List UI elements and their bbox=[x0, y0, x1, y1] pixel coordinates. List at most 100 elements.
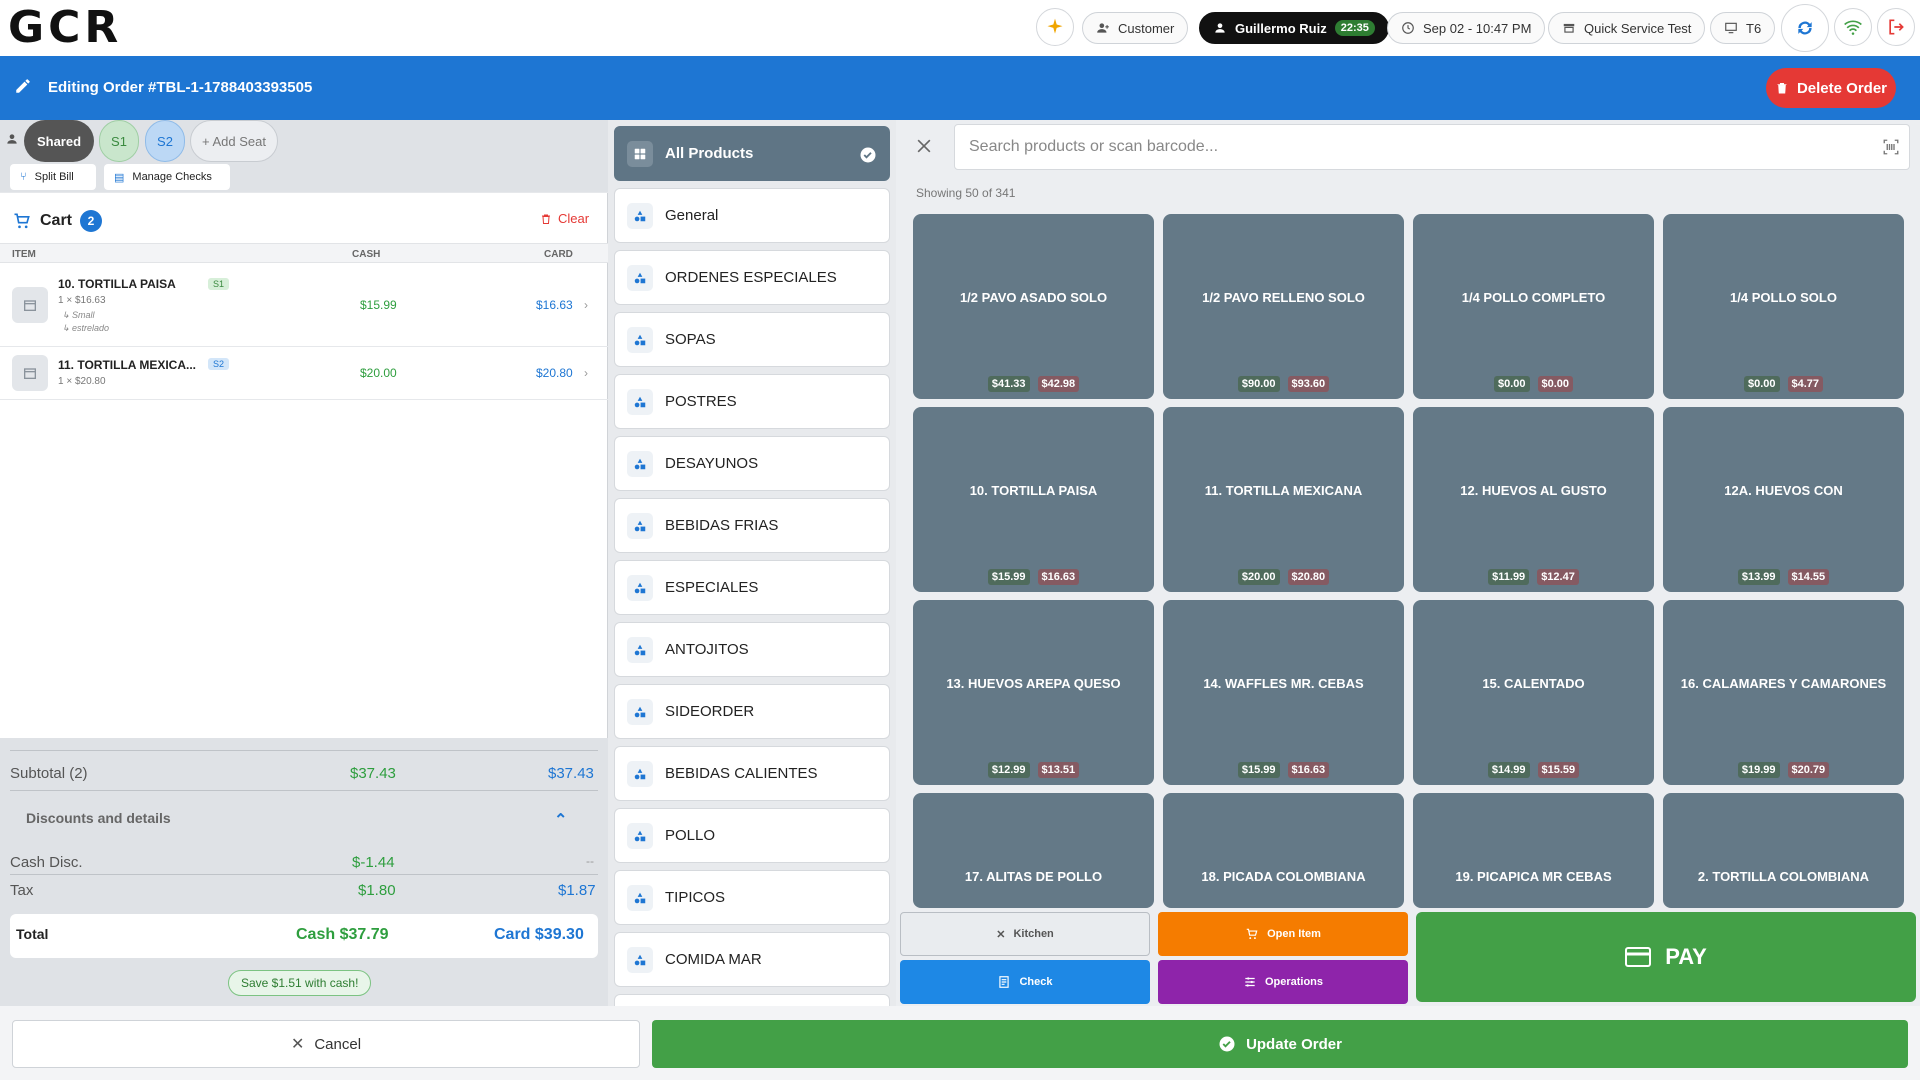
product-tile[interactable]: 13. HUEVOS AREPA QUESO $12.99 $13.51 bbox=[913, 600, 1154, 785]
item-qty: 1 × $16.63 bbox=[58, 295, 106, 306]
kitchen-button[interactable]: ✕ Kitchen bbox=[900, 912, 1150, 956]
seat-shared[interactable]: Shared bbox=[24, 120, 94, 162]
category-general[interactable]: General bbox=[614, 188, 890, 243]
product-name: 1/2 PAVO ASADO SOLO bbox=[959, 290, 1108, 305]
delete-order-button[interactable]: Delete Order bbox=[1766, 68, 1896, 108]
category-label: TIPICOS bbox=[665, 889, 726, 906]
category-tipicos[interactable]: TIPICOS bbox=[614, 870, 890, 925]
category-ordenes-especiales[interactable]: ORDENES ESPECIALES bbox=[614, 250, 890, 305]
shapes-icon bbox=[627, 947, 653, 973]
datetime-button[interactable]: Sep 02 - 10:47 PM bbox=[1387, 12, 1546, 44]
tax-card: $1.87 bbox=[558, 882, 596, 899]
manage-checks-button[interactable]: ▤ Manage Checks bbox=[104, 164, 230, 190]
category-more[interactable] bbox=[614, 994, 890, 1006]
split-bill-label: Split Bill bbox=[34, 171, 74, 183]
cash-disc-label: Cash Disc. bbox=[10, 854, 83, 871]
product-prices: $11.99 $12.47 bbox=[1413, 569, 1654, 585]
open-item-button[interactable]: Open Item bbox=[1158, 912, 1408, 956]
product-tile[interactable]: 1/2 PAVO ASADO SOLO $41.33 $42.98 bbox=[913, 214, 1154, 399]
seat-s2[interactable]: S2 bbox=[145, 120, 185, 162]
barcode-icon[interactable] bbox=[1882, 138, 1900, 156]
cancel-button[interactable]: ✕ Cancel bbox=[12, 1020, 640, 1068]
terminal-button[interactable]: T6 bbox=[1710, 12, 1776, 44]
close-icon[interactable] bbox=[914, 136, 934, 156]
product-tile[interactable]: 12A. HUEVOS CON $13.99 $14.55 bbox=[1663, 407, 1904, 592]
product-tile[interactable]: 15. CALENTADO $14.99 $15.59 bbox=[1413, 600, 1654, 785]
category-pollo[interactable]: POLLO bbox=[614, 808, 890, 863]
split-icon: ⑂ bbox=[20, 171, 27, 183]
item-thumbnail-icon bbox=[12, 355, 48, 391]
product-tile[interactable]: 1/4 POLLO COMPLETO $0.00 $0.00 bbox=[1413, 214, 1654, 399]
mode-label: Quick Service Test bbox=[1584, 20, 1692, 36]
product-tile[interactable]: 19. PICAPICA MR CEBAS bbox=[1413, 793, 1654, 908]
divider bbox=[10, 750, 598, 751]
product-prices: $19.99 $20.79 bbox=[1663, 762, 1904, 778]
check-button[interactable]: Check bbox=[900, 960, 1150, 1004]
category-bebidas-calientes[interactable]: BEBIDAS CALIENTES bbox=[614, 746, 890, 801]
product-tile[interactable]: 11. TORTILLA MEXICANA $20.00 $20.80 bbox=[1163, 407, 1404, 592]
seat-s1[interactable]: S1 bbox=[99, 120, 139, 162]
product-tile[interactable]: 1/4 POLLO SOLO $0.00 $4.77 bbox=[1663, 214, 1904, 399]
store-icon bbox=[1563, 23, 1575, 33]
cart-item-row[interactable]: 11. TORTILLA MEXICA... S2 1 × $20.80 $20… bbox=[0, 347, 608, 400]
product-tile[interactable]: 2. TORTILLA COLOMBIANA bbox=[1663, 793, 1904, 908]
product-name: 15. CALENTADO bbox=[1482, 676, 1585, 691]
shapes-icon bbox=[627, 885, 653, 911]
product-tile[interactable]: 10. TORTILLA PAISA $15.99 $16.63 bbox=[913, 407, 1154, 592]
add-seat-button[interactable]: + Add Seat bbox=[190, 120, 278, 162]
product-name: 14. WAFFLES MR. CEBAS bbox=[1203, 676, 1364, 691]
product-tile[interactable]: 17. ALITAS DE POLLO bbox=[913, 793, 1154, 908]
shapes-icon bbox=[627, 389, 653, 415]
person-icon bbox=[1215, 23, 1225, 33]
receipt-icon bbox=[999, 976, 1010, 988]
item-modifier: ↳ Small bbox=[62, 310, 95, 320]
sync-button[interactable] bbox=[1781, 4, 1829, 52]
product-tile[interactable]: 16. CALAMARES Y CAMARONES $19.99 $20.79 bbox=[1663, 600, 1904, 785]
close-icon: ✕ bbox=[290, 1036, 305, 1053]
product-card-price: $12.47 bbox=[1537, 569, 1579, 585]
tax-label: Tax bbox=[10, 882, 34, 899]
category-postres[interactable]: POSTRES bbox=[614, 374, 890, 429]
cart-count-badge: 2 bbox=[80, 210, 103, 232]
sync-icon bbox=[1798, 21, 1812, 35]
total-cash: Cash $37.79 bbox=[296, 926, 389, 943]
customer-button[interactable]: Customer bbox=[1082, 12, 1189, 44]
seat-person-icon bbox=[7, 134, 17, 144]
logout-button[interactable] bbox=[1877, 8, 1915, 46]
clear-cart-button[interactable]: Clear bbox=[540, 211, 589, 226]
cart-item-row[interactable]: 10. TORTILLA PAISA S1 1 × $16.63 ↳ Small… bbox=[0, 263, 608, 347]
item-card-price: $20.80 bbox=[536, 366, 573, 380]
category-sopas[interactable]: SOPAS bbox=[614, 312, 890, 367]
mode-button[interactable]: Quick Service Test bbox=[1548, 12, 1706, 44]
category-desayunos[interactable]: DESAYUNOS bbox=[614, 436, 890, 491]
category-bebidas-frias[interactable]: BEBIDAS FRIAS bbox=[614, 498, 890, 553]
ai-assistant-button[interactable] bbox=[1036, 8, 1074, 46]
product-card-price: $16.63 bbox=[1287, 762, 1330, 778]
cart-header: Cart 2 bbox=[12, 210, 103, 232]
item-qty: 1 × $20.80 bbox=[58, 376, 106, 387]
update-order-button[interactable]: Update Order bbox=[652, 1020, 1908, 1068]
cash-discount-row: Cash Disc. $-1.44 -- bbox=[10, 854, 598, 874]
category-comida-mar[interactable]: COMIDA MAR bbox=[614, 932, 890, 987]
pay-button[interactable]: PAY bbox=[1416, 912, 1916, 1002]
shapes-icon bbox=[627, 451, 653, 477]
product-tile[interactable]: 14. WAFFLES MR. CEBAS $15.99 $16.63 bbox=[1163, 600, 1404, 785]
app-logo: GCR bbox=[8, 2, 123, 53]
product-tile[interactable]: 18. PICADA COLOMBIANA bbox=[1163, 793, 1404, 908]
trash-icon bbox=[542, 214, 550, 224]
wifi-status-button[interactable] bbox=[1834, 8, 1872, 46]
product-tile[interactable]: 12. HUEVOS AL GUSTO $11.99 $12.47 bbox=[1413, 407, 1654, 592]
item-cash-price: $20.00 bbox=[360, 366, 397, 380]
operations-button[interactable]: Operations bbox=[1158, 960, 1408, 1004]
split-bill-button[interactable]: ⑂ Split Bill bbox=[10, 164, 96, 190]
user-button[interactable]: Guillermo Ruiz 22:35 bbox=[1199, 12, 1389, 44]
product-tile[interactable]: 1/2 PAVO RELLENO SOLO $90.00 $93.60 bbox=[1163, 214, 1404, 399]
operations-label: Operations bbox=[1264, 976, 1324, 988]
category-especiales[interactable]: ESPECIALES bbox=[614, 560, 890, 615]
category-antojitos[interactable]: ANTOJITOS bbox=[614, 622, 890, 677]
search-input[interactable]: Search products or scan barcode... bbox=[954, 124, 1910, 170]
category-sideorder[interactable]: SIDEORDER bbox=[614, 684, 890, 739]
category-all-products[interactable]: All Products bbox=[614, 126, 890, 181]
discounts-toggle[interactable]: Discounts and details ⌃ bbox=[10, 810, 598, 830]
product-prices: $41.33 $42.98 bbox=[913, 376, 1154, 392]
